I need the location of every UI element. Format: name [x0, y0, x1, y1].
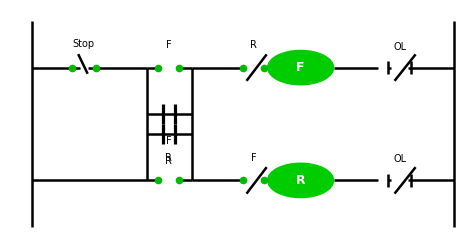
Circle shape	[268, 163, 334, 198]
Text: F: F	[166, 136, 172, 146]
Circle shape	[268, 50, 334, 85]
Text: OL: OL	[393, 155, 406, 164]
Text: R: R	[250, 40, 257, 50]
Text: R: R	[296, 174, 305, 187]
Text: R: R	[165, 153, 172, 163]
Text: F: F	[166, 40, 172, 50]
Text: R: R	[165, 156, 172, 166]
Text: Stop: Stop	[73, 39, 95, 49]
Text: F: F	[296, 61, 305, 74]
Text: F: F	[251, 153, 256, 163]
Text: OL: OL	[393, 42, 406, 52]
